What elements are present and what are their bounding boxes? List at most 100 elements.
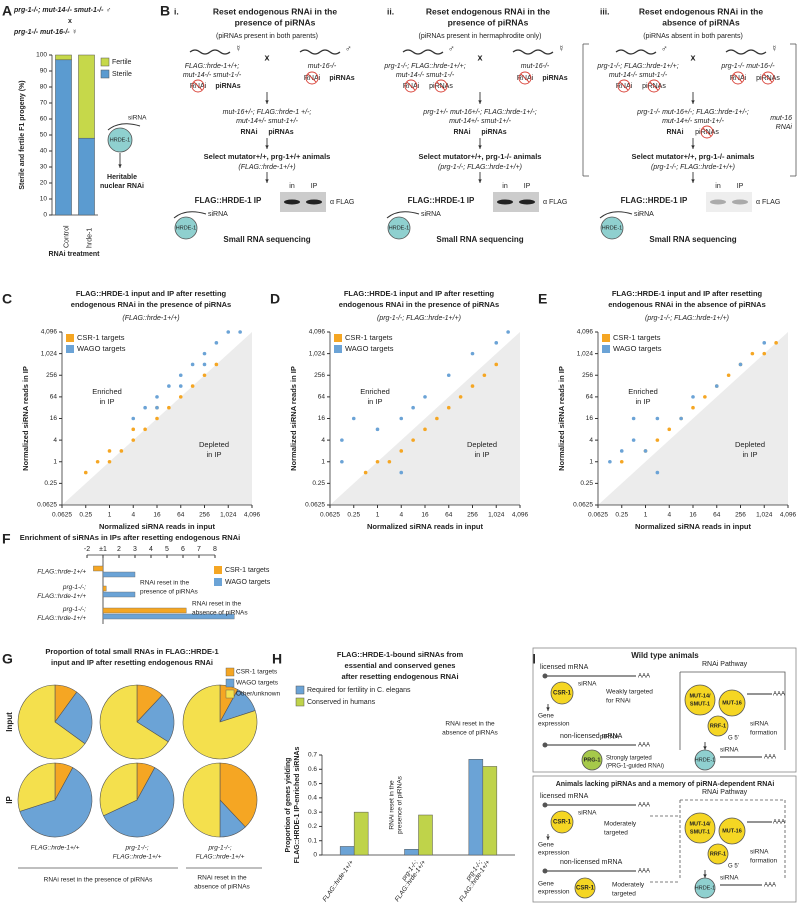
- point: [340, 438, 344, 442]
- connector: [619, 81, 629, 91]
- label: presence of piRNAs: [140, 589, 199, 596]
- arrow-head: [691, 179, 695, 183]
- label: Select mutator+/+, prg-1-/- animals: [419, 152, 542, 161]
- label: FLAG::HRDE-1 input and IP after resettin…: [76, 289, 227, 298]
- point: [619, 459, 624, 464]
- csr1-protein: [550, 681, 574, 705]
- point: [131, 427, 136, 432]
- label: expression: [538, 889, 570, 896]
- pie-slice: [182, 684, 258, 760]
- label: mut-16-/-: [308, 63, 337, 70]
- pathway-bracket: [679, 799, 786, 878]
- connector: [520, 73, 530, 83]
- label: SMUT-1: [690, 829, 710, 835]
- label: siRNA: [750, 849, 769, 856]
- label: RNAi: [453, 129, 470, 136]
- label: Wild type animals: [631, 651, 699, 660]
- label: formation: [750, 730, 777, 737]
- point: [143, 427, 147, 432]
- label: i.: [174, 6, 179, 16]
- label: Gene: [538, 881, 554, 888]
- legend-swatch: [225, 689, 235, 699]
- label: AAA: [773, 692, 785, 698]
- x-tick-label: hrde-1: [86, 228, 93, 248]
- x-tick-label: 3: [133, 546, 137, 553]
- label: mut-14+/- smut-1+/-: [236, 118, 299, 125]
- depleted-region: [330, 332, 520, 505]
- point: [143, 405, 147, 410]
- label: Select mutator+/+, prg-1+/+ animals: [204, 152, 331, 161]
- x-tick-label: 1,024: [488, 512, 505, 519]
- label: (piRNAs present in hermaphrodite only): [419, 33, 542, 40]
- label: CSR-1: [553, 820, 572, 826]
- label: piRNA: [600, 734, 619, 741]
- label: mut-14-/- smut-1-/-: [609, 72, 668, 79]
- panel-label: C: [2, 291, 12, 307]
- legend-swatch: [225, 678, 235, 688]
- pathway-bracket: [679, 671, 786, 750]
- label: Proportion of total small RNAs in FLAG::…: [45, 647, 218, 656]
- label: Normalized siRNA reads in input: [635, 522, 751, 531]
- label: mut-16: [770, 115, 792, 122]
- y-tick-label: 16: [586, 415, 594, 422]
- label: absence of piRNAs: [194, 884, 250, 891]
- label: α FLAG: [543, 199, 567, 206]
- cross-mark: [434, 79, 448, 93]
- sirna-strand: [599, 211, 633, 219]
- label: FLAG::HRDE-1 input and IP after resettin…: [344, 289, 495, 298]
- label: absence of piRNAs: [442, 730, 498, 737]
- point: [119, 449, 124, 453]
- legend-swatch: [334, 345, 342, 353]
- point: [226, 330, 231, 334]
- x-tick-label: 0.0625: [320, 512, 340, 519]
- point: [482, 373, 487, 378]
- label: essential and conserved genes: [345, 661, 456, 670]
- legend-label: Sterile: [112, 71, 132, 78]
- x-tick-label: 0.25: [347, 512, 360, 519]
- label: piRNAs: [215, 83, 240, 90]
- pie-slice: [17, 762, 56, 812]
- label: siRNA: [634, 211, 654, 218]
- arrow-head: [265, 100, 269, 104]
- label: siRNA: [128, 115, 147, 122]
- pie-slice: [54, 691, 93, 745]
- connector: [733, 73, 743, 83]
- pie-slice: [99, 762, 138, 817]
- point: [691, 405, 695, 410]
- bar: [102, 591, 136, 598]
- legend-label: WAGO targets: [345, 344, 394, 353]
- y-tick-label: FLAG::hrde-1+/+: [37, 569, 86, 576]
- label: in IP: [206, 450, 221, 459]
- point: [363, 470, 368, 475]
- point: [375, 427, 380, 432]
- worm: [402, 49, 444, 55]
- label: presence of piRNAs: [397, 775, 404, 834]
- point: [691, 395, 695, 399]
- point: [608, 459, 612, 464]
- gel-band: [519, 199, 535, 205]
- label: Normalized siRNA reads in input: [367, 522, 483, 531]
- panel-label: D: [270, 291, 280, 307]
- point: [631, 416, 636, 421]
- x-tick-label: 1: [376, 512, 380, 519]
- label: (prg-1-/-; FLAG::hrde-1+/+): [377, 315, 461, 322]
- gel-band: [306, 199, 322, 205]
- label: mut-16-/-: [521, 63, 550, 70]
- cross-mark: [700, 125, 714, 139]
- y-tick-label: 256: [582, 372, 593, 379]
- x-tick-label: 16: [421, 512, 429, 519]
- x-tick-label: 256: [467, 512, 478, 519]
- panel-label: B: [160, 3, 170, 19]
- gel: [706, 192, 752, 212]
- label: Enriched: [360, 387, 390, 396]
- label: in: [502, 183, 508, 190]
- y-tick-label: 50: [40, 132, 48, 139]
- label: x: [68, 18, 72, 25]
- y-tick-label: 4,096: [41, 329, 58, 336]
- point: [202, 362, 207, 367]
- point: [131, 438, 136, 442]
- legend-swatch: [295, 697, 305, 707]
- legend-swatch: [100, 57, 110, 67]
- csr1-protein: [574, 877, 596, 899]
